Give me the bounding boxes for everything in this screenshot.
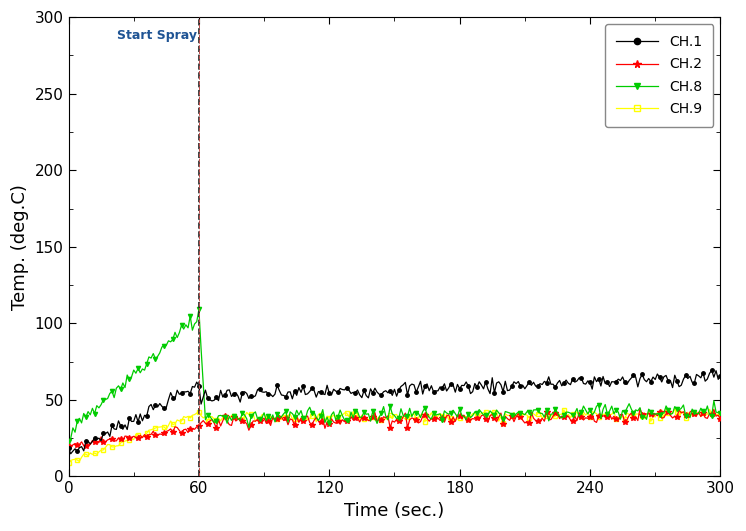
Legend: CH.1, CH.2, CH.8, CH.9: CH.1, CH.2, CH.8, CH.9	[605, 24, 713, 127]
Y-axis label: Temp. (deg.C): Temp. (deg.C)	[11, 184, 29, 310]
Text: Start Spray: Start Spray	[116, 29, 197, 42]
X-axis label: Time (sec.): Time (sec.)	[345, 502, 445, 520]
